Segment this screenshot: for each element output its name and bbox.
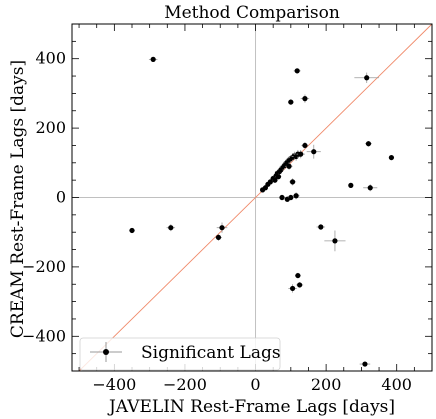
data-point xyxy=(348,182,354,188)
y-tick-label: 400 xyxy=(35,49,66,68)
point-marker xyxy=(297,282,303,288)
data-point xyxy=(129,227,135,234)
point-marker xyxy=(367,185,373,191)
data-point xyxy=(285,162,293,170)
data-point xyxy=(359,361,371,367)
data-point xyxy=(288,99,294,105)
point-marker xyxy=(289,179,296,185)
x-tick-label: 400 xyxy=(381,375,412,394)
data-point xyxy=(301,141,309,149)
point-marker xyxy=(294,68,300,74)
y-tick-label: −400 xyxy=(22,326,66,345)
data-point xyxy=(275,173,282,180)
x-axis-label: JAVELIN Rest-Frame Lags [days] xyxy=(107,397,395,417)
data-point xyxy=(300,94,310,103)
data-points xyxy=(129,56,395,367)
data-point xyxy=(216,222,228,233)
x-tick-label: −400 xyxy=(92,375,136,394)
point-marker xyxy=(168,225,174,231)
data-point xyxy=(279,194,285,201)
data-point xyxy=(354,72,380,83)
point-marker xyxy=(318,224,324,230)
x-tick-label: 200 xyxy=(311,375,342,394)
data-point xyxy=(388,154,395,161)
chart-title: Method Comparison xyxy=(164,3,340,23)
point-marker xyxy=(275,174,282,180)
data-point xyxy=(288,194,294,201)
legend-box xyxy=(79,337,281,371)
point-marker xyxy=(388,154,395,161)
x-tick-label: 0 xyxy=(250,375,260,394)
data-point xyxy=(296,149,305,159)
point-marker xyxy=(348,182,354,188)
y-axis-label: CREAM Rest-Frame Lags [days] xyxy=(8,60,28,338)
point-marker xyxy=(279,194,285,201)
data-point xyxy=(214,233,222,241)
x-tick-label: −200 xyxy=(163,375,207,394)
point-marker xyxy=(219,225,225,231)
data-point xyxy=(288,284,297,293)
legend: Significant Lags xyxy=(79,337,281,371)
data-point xyxy=(364,140,372,147)
point-marker xyxy=(364,75,370,81)
point-marker xyxy=(302,142,308,149)
point-marker xyxy=(150,56,156,62)
point-marker xyxy=(288,194,294,201)
data-point xyxy=(316,224,326,230)
y-tick-label: 0 xyxy=(56,188,66,207)
point-marker xyxy=(295,272,301,279)
data-point xyxy=(292,192,300,200)
data-point xyxy=(293,68,301,74)
data-point xyxy=(363,184,378,192)
legend-entry-label: Significant Lags xyxy=(141,343,281,363)
plot-area xyxy=(72,23,433,372)
legend-marker xyxy=(103,349,109,355)
data-point xyxy=(148,56,158,62)
point-marker xyxy=(272,177,278,183)
data-point xyxy=(306,144,321,159)
data-point xyxy=(272,177,278,183)
point-marker xyxy=(289,285,296,292)
point-marker xyxy=(298,151,304,157)
data-point xyxy=(324,230,346,252)
y-tick-label: −200 xyxy=(22,257,66,276)
point-marker xyxy=(311,149,317,155)
data-point xyxy=(289,178,297,186)
one-to-one-line xyxy=(78,23,433,372)
point-marker xyxy=(288,99,294,105)
y-tick-label: 200 xyxy=(35,118,66,137)
y-axis-ticks: −400 −200 0 200 400 xyxy=(22,23,432,372)
point-marker xyxy=(286,163,292,169)
point-marker xyxy=(332,238,338,244)
data-point xyxy=(267,179,273,185)
point-marker xyxy=(362,361,368,367)
point-marker xyxy=(215,234,222,241)
data-point xyxy=(166,224,176,232)
point-marker xyxy=(293,193,299,199)
data-point xyxy=(295,272,301,279)
point-marker xyxy=(365,141,372,147)
point-marker xyxy=(267,179,273,185)
point-marker xyxy=(302,96,308,102)
data-point xyxy=(296,282,304,288)
point-marker xyxy=(129,227,135,234)
